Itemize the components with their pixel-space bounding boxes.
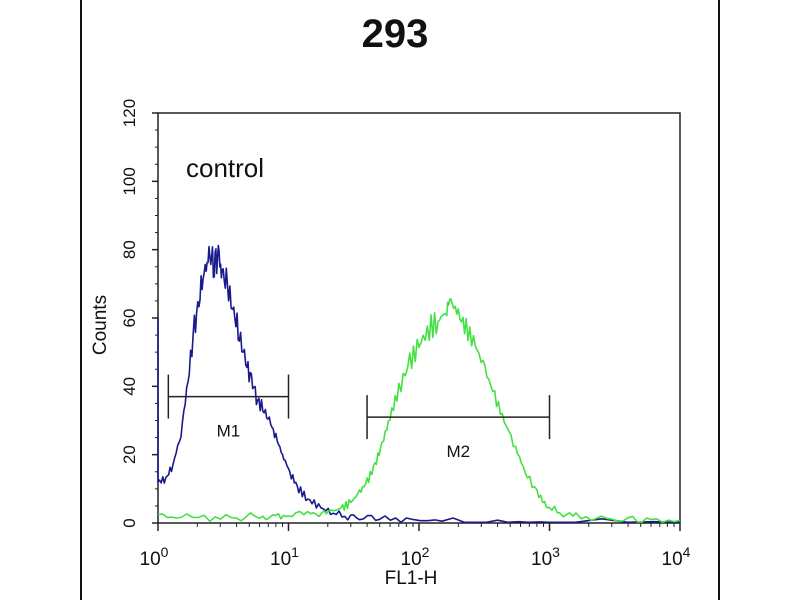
x-tick-label-10-4: 104 [662, 544, 691, 570]
x-axis-label: FL1-H [385, 568, 438, 589]
y-tick-label-120: 120 [120, 99, 139, 127]
y-tick-label-80: 80 [120, 240, 139, 259]
y-tick-label-60: 60 [120, 309, 139, 328]
marker-group: M1 M2 [167, 374, 551, 461]
series-line-2 [157, 297, 681, 524]
y-tick-label-20: 20 [120, 445, 139, 464]
x-tick-label-10-3: 103 [531, 544, 560, 570]
y-axis: 0 20 40 60 80 100 120 [120, 99, 158, 528]
x-tick-label-10-0: 100 [140, 544, 169, 570]
x-tick-label-10-2: 102 [401, 544, 430, 570]
figure-frame [80, 0, 720, 600]
x-axis: 100 101 102 103 104 [140, 523, 691, 570]
chart-title: 293 [362, 12, 429, 56]
y-tick-label-0: 0 [120, 518, 139, 527]
series-line-1 [157, 244, 681, 524]
series-group [157, 244, 681, 524]
y-axis-label: Counts [90, 295, 111, 355]
y-tick-label-40: 40 [120, 377, 139, 396]
marker-M2-label: M2 [446, 442, 470, 461]
x-tick-label-10-1: 101 [270, 544, 299, 570]
marker-M1-label: M1 [217, 422, 241, 441]
control-annotation: control [186, 153, 264, 183]
y-tick-label-100: 100 [120, 167, 139, 195]
